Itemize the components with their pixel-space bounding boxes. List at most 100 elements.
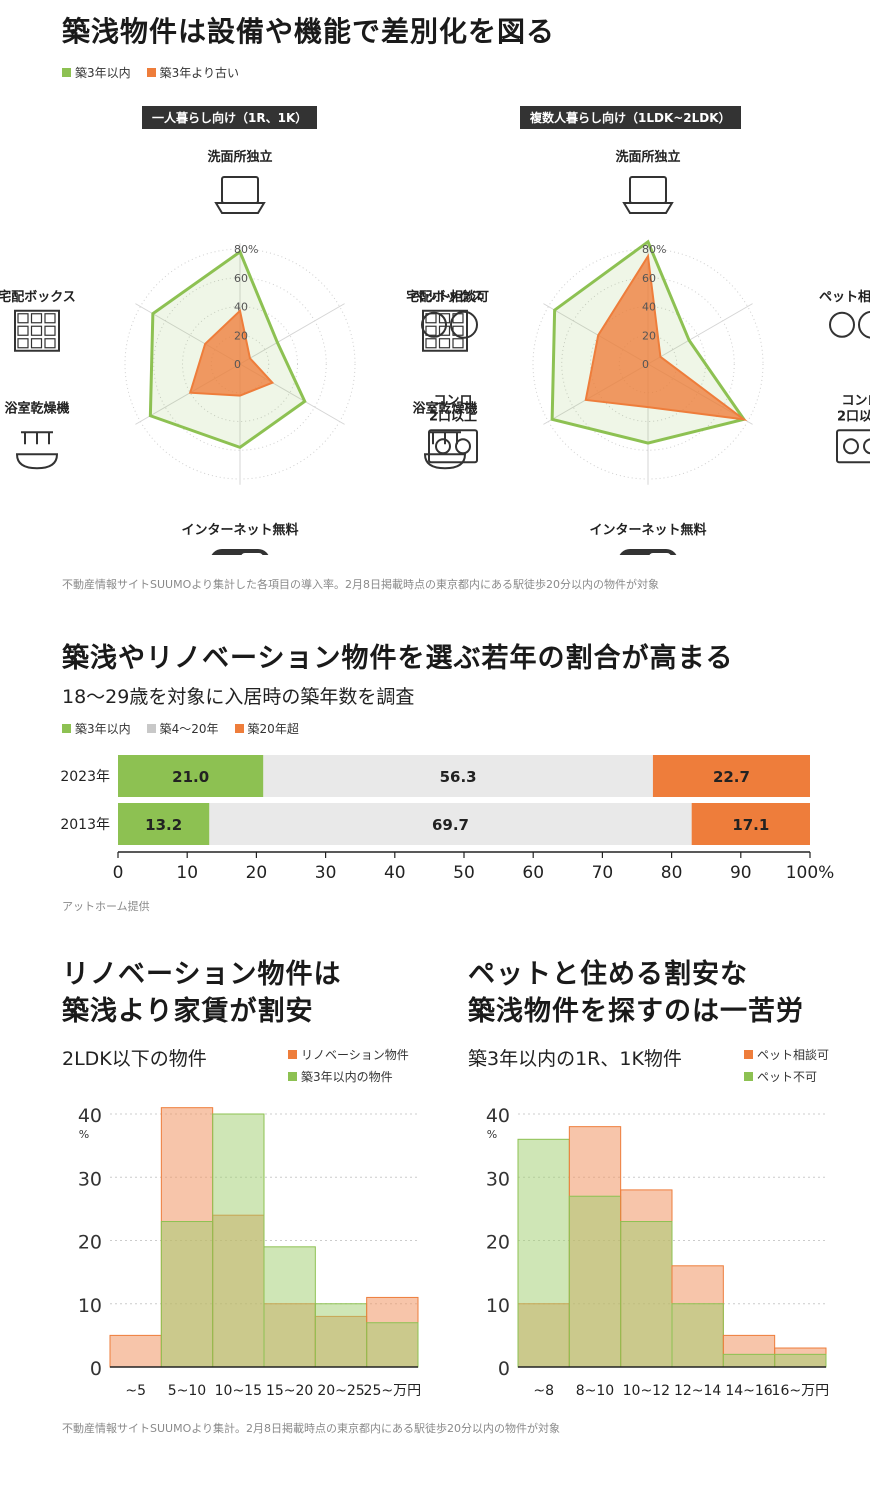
- hist-y-unit: %: [79, 1128, 89, 1141]
- locker-cell: [30, 313, 43, 324]
- bar-x-tick-label: 50: [453, 863, 475, 883]
- radar-axis-label: 洗面所独立: [207, 149, 272, 165]
- left-legend-new: 築3年以内の物件: [288, 1068, 393, 1085]
- locker-cell: [452, 325, 464, 336]
- bar-x-tick-label: 10: [176, 863, 198, 883]
- stacked-bar-chart: 2023年 21.0 56.3 22.7 2013年 13.2 69.7 17.1 0 10 20 3…: [60, 755, 834, 883]
- bar-x-tick-label: 60: [522, 863, 544, 883]
- dog-icon: [450, 310, 478, 339]
- bar-x-tick-label: 80: [661, 863, 683, 883]
- hist-bar: [671, 1303, 724, 1368]
- locker-cell: [438, 313, 451, 324]
- section2-legend: 築3年以内 築4～20年 築20年超: [62, 720, 299, 737]
- hist-y-tick-label: 30: [486, 1168, 510, 1190]
- radar-grid-ring: [153, 277, 327, 451]
- bar-value-label: 69.7: [432, 816, 469, 834]
- section3-note: 不動産情報サイトSUUMOより集計。2月8日掲載時点の東京都内にある駅徒歩20分…: [62, 1422, 561, 1435]
- legend-label-new: 築3年以内: [75, 66, 131, 80]
- hist-x-tick-label: 16~万円: [772, 1383, 830, 1399]
- locker-cell: [438, 325, 451, 336]
- hist-bar: [263, 1246, 316, 1368]
- burner-icon: [843, 438, 859, 455]
- sink-icon: [221, 176, 259, 204]
- left-title-line1: リノベーション物件は: [62, 959, 342, 990]
- legend-label-20y: 築20年超: [247, 722, 299, 736]
- wifi-icon-badge: [649, 553, 671, 555]
- radar-chart-multi: 020406080%洗面所独立ペット相談可コンロ2口以上インターネット無料浴室乾…: [406, 149, 870, 538]
- hist-bar: [366, 1322, 419, 1368]
- section1-note: 不動産情報サイトSUUMOより集計した各項目の導入率。2月8日掲載時点の東京都内…: [62, 578, 660, 591]
- radar-axis-label: 浴室乾燥機: [412, 400, 477, 416]
- bar-x-tick-label: 40: [384, 863, 406, 883]
- hist-x-tick-label: 8~10: [576, 1383, 614, 1399]
- delivery-box-icon: [14, 309, 60, 352]
- legend-swatch-new3y: [288, 1072, 297, 1081]
- radar-grid-ring: [561, 277, 735, 451]
- radar1-title: 一人暮らし向け（1R、1K）: [142, 106, 318, 129]
- hist-y-tick-label: 40: [78, 1105, 102, 1127]
- hist-x-tick-label: ~5: [125, 1383, 146, 1399]
- locker-cell: [44, 338, 56, 349]
- legend-swatch-pet-ng: [744, 1072, 753, 1081]
- radar-charts: 020406080%洗面所独立ペット相談可コンロ2口以上インターネット無料浴室乾…: [0, 149, 870, 555]
- hist-x-tick-label: 12~14: [674, 1383, 721, 1399]
- bar-segment: [118, 755, 264, 797]
- hist-y-unit: %: [487, 1128, 497, 1141]
- hist-bar: [212, 1113, 265, 1368]
- radar-tick-label: 0: [234, 358, 241, 371]
- radar-tick-label: 40: [234, 301, 248, 314]
- radar-axis-label: 浴室乾燥機: [4, 400, 69, 416]
- locker-cell: [30, 338, 43, 349]
- hist-bar: [517, 1138, 570, 1368]
- bar-value-label: 21.0: [172, 768, 209, 786]
- hist-bar: [620, 1221, 673, 1368]
- legend-label-pet-ng: ペット不可: [757, 1070, 818, 1084]
- bar-value-label: 13.2: [145, 816, 182, 834]
- left-title-line2: 築浅より家賃が割安: [62, 996, 314, 1027]
- burner-icon: [435, 438, 451, 455]
- bar-category-label: 2013年: [60, 817, 110, 833]
- legend-swatch-new: [62, 68, 71, 77]
- locker-cell: [44, 313, 56, 324]
- legend-label-4-20y: 築4～20年: [159, 722, 219, 736]
- locker-cell: [452, 338, 464, 349]
- bar-x-tick-label: 0: [113, 863, 124, 883]
- burner-icon: [863, 438, 870, 455]
- locker-cell: [425, 325, 437, 336]
- sink-icon: [629, 176, 667, 204]
- locker-cell: [17, 325, 29, 336]
- bathtub-icon: [15, 453, 59, 470]
- radar-tick-label: 20: [234, 329, 248, 342]
- bathtub-icon: [423, 453, 467, 470]
- legend-swatch-20y: [234, 724, 244, 733]
- section2-subtitle: 18～29歳を対象に入居時の築年数を調査: [62, 686, 415, 708]
- stove-icon: [836, 429, 870, 464]
- radar-axis-label: 洗面所独立: [615, 149, 680, 165]
- radar-tick-label: 60: [642, 272, 656, 285]
- locker-cell: [438, 338, 451, 349]
- hist-bar: [722, 1353, 776, 1368]
- hist-y-tick-label: 40: [486, 1105, 510, 1127]
- hist-y-tick-label: 0: [498, 1358, 510, 1380]
- hist-x-tick-label: 25~万円: [364, 1383, 422, 1399]
- legend-label-3y: 築3年以内: [75, 722, 131, 736]
- right-title-line1: ペットと住める割安な: [468, 959, 748, 990]
- section1-legend: 築3年以内 築3年より古い: [62, 64, 239, 81]
- legend-label-pet-ok: ペット相談可: [757, 1048, 830, 1062]
- legend-swatch-renovation: [288, 1050, 297, 1059]
- radar-axis-label: ペット相談可: [819, 289, 870, 305]
- sink-basin-icon: [214, 202, 266, 214]
- bar-segment: [652, 755, 810, 797]
- radar-tick-label: 80%: [234, 243, 258, 256]
- radar-axis-label: コンロ: [433, 393, 472, 408]
- locker-cell: [17, 313, 29, 324]
- bar-segment: [263, 755, 653, 797]
- radar-icons: WiFiWiFi: [14, 176, 870, 555]
- radar-axis-label: 2口以上: [429, 409, 477, 424]
- radar-axis-label: インターネット無料: [181, 522, 298, 538]
- hist-x-tick-label: 15~20: [266, 1383, 313, 1399]
- radar-axis-label: 2口以上: [837, 409, 870, 424]
- locker-cell: [30, 325, 43, 336]
